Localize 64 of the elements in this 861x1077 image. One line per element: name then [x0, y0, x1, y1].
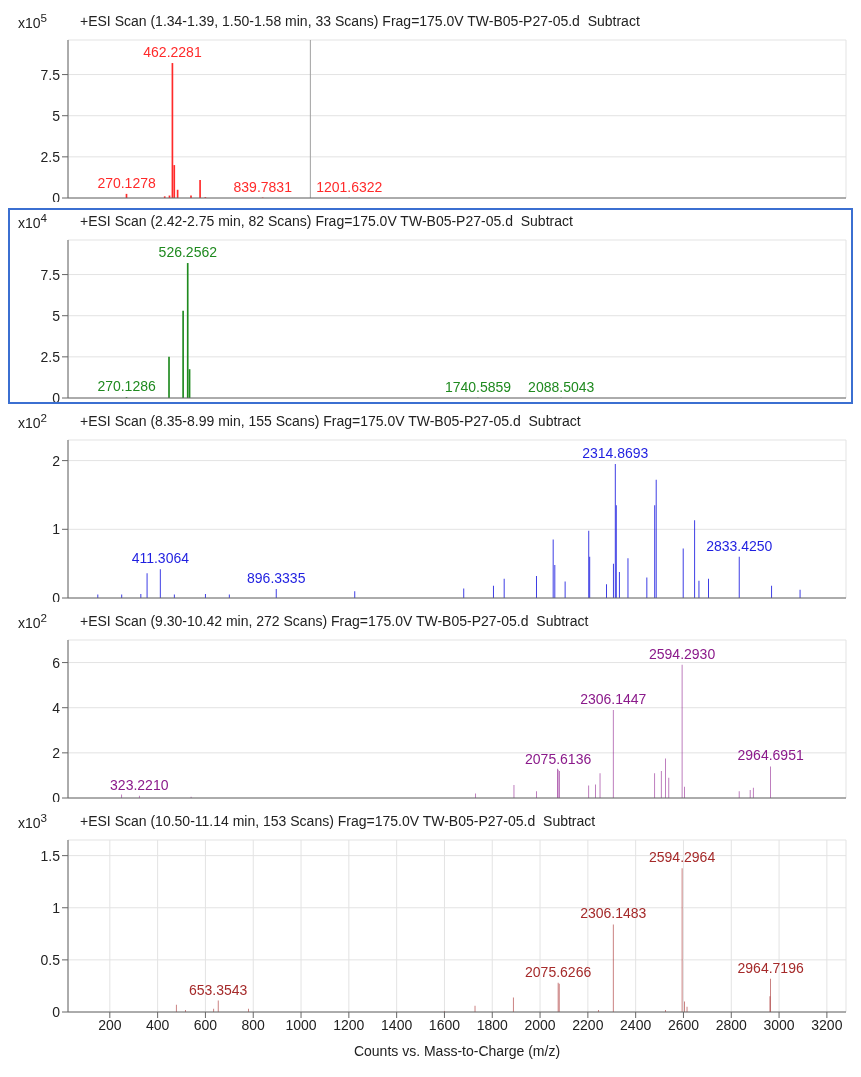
- y-tick-label: 1.5: [40, 847, 61, 864]
- annotation: 2964.7196: [737, 959, 804, 976]
- annotation: 839.7831: [233, 178, 293, 195]
- x-tick-label: 2200: [572, 1016, 604, 1033]
- annotation: 2088.5043: [528, 378, 595, 395]
- x-tick-label: 1200: [333, 1016, 365, 1033]
- y-tick-label: 5: [52, 307, 61, 324]
- chart-title: +ESI Scan (2.42-2.75 min, 82 Scans) Frag=175.0V TW-B05-P27-05.d Subtract: [80, 213, 573, 229]
- annotation: 2594.2930: [649, 645, 716, 662]
- x-tick-label: 2800: [715, 1016, 748, 1033]
- annotation: 2306.1447: [580, 690, 647, 707]
- y-axis-title: x10$^{4}$: [17, 211, 49, 231]
- x-tick-label: 800: [241, 1016, 266, 1033]
- x-tick-label: 1800: [476, 1016, 509, 1033]
- annotation: 1740.5859: [444, 378, 512, 395]
- x-tick-label: 1600: [428, 1016, 461, 1033]
- annotation: 896.3335: [247, 570, 306, 587]
- annotation: 2314.8693: [582, 445, 649, 462]
- annotation: 2306.1483: [580, 905, 647, 922]
- chart-title: +ESI Scan (8.35-8.99 min, 155 Scans) Frag=175.0V TW-B05-P27-05.d Subtract: [80, 413, 581, 429]
- y-axis-title: x10$^{2}$: [17, 411, 49, 431]
- y-tick-label: 2.5: [40, 148, 61, 165]
- annotation: 270.1278: [97, 174, 156, 191]
- y-tick-label: 2: [52, 452, 61, 469]
- y-tick-label: 6: [52, 654, 61, 671]
- y-axis-title: x10$^{2}$: [17, 611, 49, 631]
- annotation: 653.3543: [188, 981, 248, 998]
- annotation: 1201.6322: [316, 178, 383, 195]
- annotation: 462.2281: [143, 44, 202, 61]
- x-tick-label: 3000: [763, 1016, 795, 1033]
- y-tick-label: 7.5: [40, 66, 61, 83]
- annotation: 2594.2964: [649, 849, 716, 866]
- x-tick-label: 2000: [524, 1016, 556, 1033]
- annotation: 2964.6951: [737, 747, 804, 764]
- chart-title: +ESI Scan (10.50-11.14 min, 153 Scans) Frag=175.0V TW-B05-P27-05.d Subtract: [80, 813, 596, 829]
- x-tick-label: 3200: [811, 1016, 843, 1033]
- y-tick-label: 5: [52, 107, 61, 124]
- y-tick-label: 1: [52, 899, 61, 916]
- x-tick-label: 200: [98, 1016, 122, 1033]
- y-tick-label: 0.5: [40, 951, 61, 968]
- chart-title: +ESI Scan (9.30-10.42 min, 272 Scans) Frag=175.0V TW-B05-P27-05.d Subtract: [80, 613, 589, 629]
- y-tick-label: 2: [52, 744, 61, 761]
- annotation: 2075.6266: [525, 963, 592, 980]
- x-tick-label: 1000: [285, 1016, 317, 1033]
- x-tick-label: 2400: [620, 1016, 652, 1033]
- annotation: 2075.6136: [525, 750, 592, 767]
- chart-title: +ESI Scan (1.34-1.39, 1.50-1.58 min, 33 Scans) Frag=175.0V TW-B05-P27-05.d Subtract: [80, 13, 640, 29]
- y-tick-label: 4: [52, 699, 61, 716]
- y-axis-title: x10$^{3}$: [17, 811, 49, 831]
- annotation: 526.2562: [158, 244, 218, 261]
- x-tick-label: 400: [145, 1016, 170, 1033]
- y-tick-label: 2.5: [40, 348, 61, 365]
- annotation: 2833.4250: [706, 537, 773, 554]
- x-tick-label: 600: [193, 1016, 218, 1033]
- annotation: 323.2210: [110, 776, 169, 793]
- y-tick-label: 7.5: [40, 266, 61, 283]
- x-tick-label: 1400: [381, 1016, 413, 1033]
- annotation: 270.1286: [97, 378, 156, 395]
- x-tick-label: 2600: [667, 1016, 700, 1033]
- y-tick-label: 1: [52, 521, 61, 538]
- x-axis-title: Counts vs. Mass-to-Charge (m/z): [353, 1042, 561, 1059]
- y-axis-title: x10$^{5}$: [17, 11, 49, 31]
- annotation: 411.3064: [131, 550, 190, 567]
- y-tick-label: 0: [52, 1003, 61, 1020]
